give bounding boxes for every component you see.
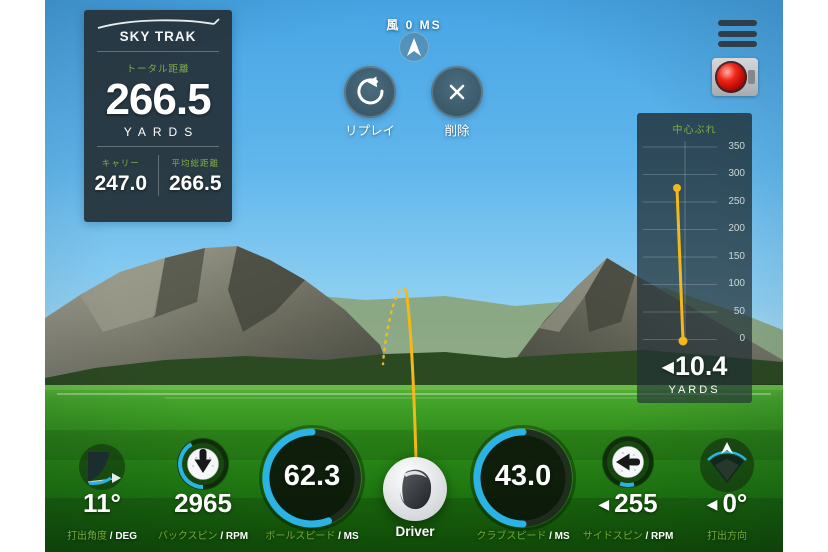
side-spin-gauge: ◀ 255 サイドスピン / RPM [563, 420, 693, 552]
axis-tick: 350 [728, 141, 745, 152]
driver-club-icon [383, 457, 447, 521]
menu-button[interactable] [718, 20, 757, 52]
divider [97, 51, 219, 52]
axis-tick: 50 [733, 306, 745, 317]
left-arrow-icon: ◀ [661, 359, 674, 376]
back-spin-label: バックスピン [157, 531, 218, 542]
ball-speed-label: ボールスピード [265, 531, 336, 542]
axis-tick: 300 [728, 168, 745, 179]
axis-tick: 150 [728, 251, 745, 262]
axis-tick: 200 [728, 223, 745, 234]
app-canvas: SKY TRAK トータル距離 266.5 YARDS キャリー 247.0 平… [45, 0, 783, 552]
club-speed-ring-icon [470, 425, 576, 531]
left-arrow-icon: ◀ [598, 496, 610, 512]
center-deviation-panel: 中心ぶれ 350 300 250 200 150 100 50 0 ◀10.4 [637, 113, 752, 403]
deviation-chart [643, 141, 717, 346]
total-distance-value: 266.5 [105, 75, 211, 124]
back-spin-gauge: 2965 バックスピン / RPM [138, 420, 268, 552]
axis-tick: 0 [739, 333, 745, 344]
ball-speed-ring-icon [259, 425, 365, 531]
total-distance-label: トータル距離 [126, 64, 190, 75]
ball-speed-gauge: 62.3 ボールスピード / MS [247, 420, 377, 552]
logo-text: SKY TRAK [119, 29, 197, 44]
club-speed-unit: / MS [549, 531, 570, 542]
deviation-unit: YARDS [668, 384, 721, 396]
menu-bar [718, 20, 757, 26]
side-spin-label: サイドスピン [582, 531, 643, 542]
ball-speed-value: 62.3 [283, 460, 341, 492]
club-selector[interactable]: Driver [350, 420, 480, 552]
axis-tick: 250 [728, 196, 745, 207]
club-speed-label: クラブスピード [476, 531, 547, 542]
club-speed-gauge: 43.0 クラブスピード / MS [458, 420, 588, 552]
club-name[interactable]: Driver [395, 524, 435, 539]
side-spin-icon [602, 436, 654, 488]
carry-distance-block: キャリー 247.0 [84, 155, 158, 196]
deviation-title: 中心ぶれ [672, 125, 717, 136]
deviation-value: 10.4 [674, 351, 728, 381]
launch-angle-icon [79, 444, 125, 490]
menu-bar [718, 41, 757, 47]
side-spin-value: 255 [614, 488, 658, 518]
menu-bar [718, 30, 757, 37]
launch-direction-label: 打出方向 [707, 531, 747, 542]
launch-angle-gauge: 11° 打出角度 / DEG [45, 420, 167, 552]
delete-button-label[interactable]: 削除 [444, 124, 470, 138]
total-distance-unit: YARDS [123, 125, 200, 139]
avg-total-value: 266.5 [168, 172, 222, 195]
replay-icon [357, 76, 384, 105]
launch-angle-unit: / DEG [109, 531, 137, 542]
record-button-tab [748, 70, 755, 84]
axis-tick: 100 [728, 278, 745, 289]
carry-label: キャリー [101, 158, 140, 168]
deviation-line [673, 184, 688, 346]
wind-arrow-icon [407, 38, 421, 56]
record-light-icon [715, 61, 747, 93]
delete-icon [449, 84, 465, 100]
launch-direction-gauge: ◀ 0° 打出方向 [662, 420, 783, 552]
wind-label: 風 0 MS [386, 18, 442, 32]
launch-direction-icon [700, 438, 754, 492]
record-button[interactable] [712, 58, 758, 96]
replay-button[interactable] [344, 66, 396, 118]
ball-speed-unit: / MS [338, 531, 359, 542]
side-spin-unit: / RPM [645, 531, 674, 542]
skytrak-logo: SKY TRAK [84, 10, 232, 44]
divider [97, 146, 219, 147]
wind-indicator [399, 32, 429, 62]
replay-button-label[interactable]: リプレイ [344, 124, 395, 138]
launch-direction-value: 0° [722, 488, 748, 518]
launch-angle-label: 打出角度 [66, 531, 107, 542]
left-arrow-icon: ◀ [706, 496, 718, 512]
shot-summary-panel: SKY TRAK トータル距離 266.5 YARDS キャリー 247.0 平… [84, 10, 232, 222]
logo-swoosh-icon [97, 18, 220, 29]
avg-total-label: 平均総距離 [171, 158, 219, 168]
avg-total-distance-block: 平均総距離 266.5 [157, 155, 233, 196]
carry-value: 247.0 [94, 172, 148, 195]
club-speed-value: 43.0 [494, 460, 552, 492]
backspin-icon [177, 438, 229, 490]
back-spin-unit: / RPM [220, 531, 249, 542]
launch-angle-value: 11° [83, 488, 121, 518]
back-spin-value: 2965 [174, 488, 232, 518]
delete-button[interactable] [431, 66, 483, 118]
